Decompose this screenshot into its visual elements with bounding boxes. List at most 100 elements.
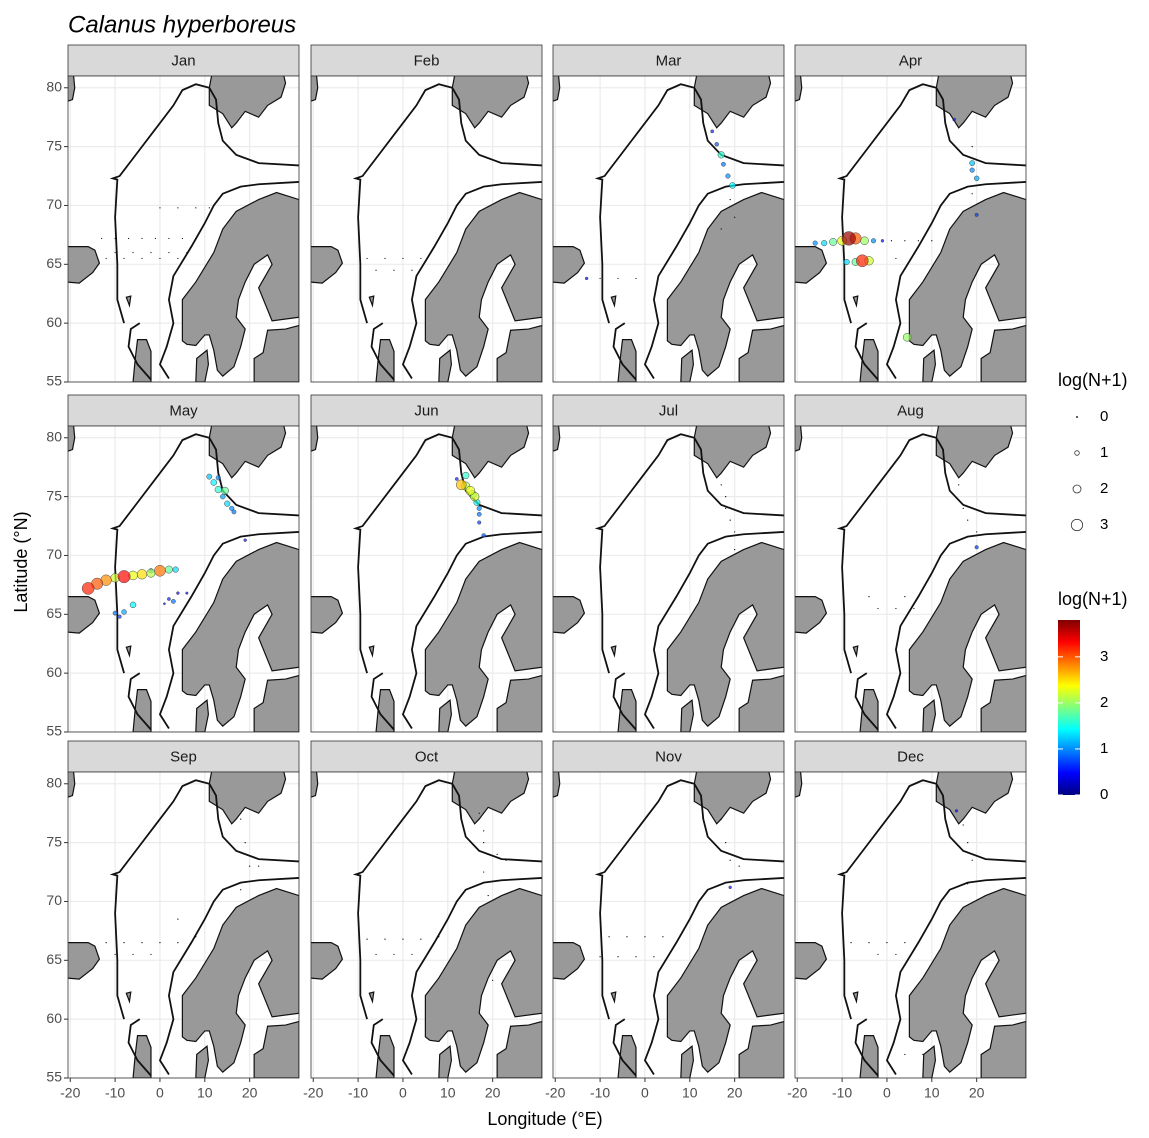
y-tick-label: 55 [46, 373, 62, 389]
depth-contour [594, 779, 784, 1020]
strip-label: Sep [170, 748, 197, 765]
sample-point [710, 129, 715, 134]
sample-point [734, 548, 736, 551]
sample-point [366, 938, 368, 940]
depth-contour [370, 322, 395, 381]
land [553, 772, 561, 798]
depth-contour [127, 322, 152, 381]
depth-contour [109, 779, 299, 1020]
land [451, 76, 530, 129]
depth-contour [127, 672, 152, 731]
sample-point [967, 883, 969, 885]
sample-point [886, 942, 888, 944]
sample-point [617, 277, 619, 280]
sample-point [973, 175, 980, 182]
strip [794, 44, 1027, 77]
panel-content [795, 772, 1026, 1078]
sample-point [954, 809, 959, 813]
sample-point [114, 251, 116, 254]
land [424, 541, 542, 727]
depth-contour [401, 181, 542, 379]
strip [310, 740, 543, 773]
sample-point [952, 117, 957, 122]
land [253, 324, 299, 382]
panel-content [795, 426, 1026, 732]
panel-border [310, 425, 543, 733]
land [922, 1045, 936, 1078]
land [181, 541, 299, 727]
sample-point [821, 240, 828, 247]
y-tick-label: 80 [46, 428, 62, 444]
color-bar-label: 1 [1100, 740, 1108, 757]
panel-border [67, 75, 300, 383]
land [424, 191, 542, 377]
sample-point [150, 953, 152, 956]
land [680, 349, 694, 382]
land [795, 246, 828, 284]
sample-point [167, 597, 171, 601]
depth-contour [643, 877, 784, 1075]
sample-point [971, 146, 973, 148]
sample-point [904, 596, 906, 598]
sample-point [177, 257, 179, 260]
x-tick-label: -10 [832, 1085, 852, 1101]
sample-point [154, 564, 166, 577]
sample-point [411, 953, 413, 956]
sample-point [734, 531, 736, 533]
x-tick-label: -20 [545, 1085, 565, 1101]
sample-point [402, 938, 404, 940]
sample-point [462, 471, 470, 480]
depth-contour [854, 1018, 879, 1077]
sample-point [492, 979, 494, 981]
x-tick-label: 20 [485, 1085, 501, 1101]
sample-point [366, 257, 368, 260]
sample-point [812, 240, 818, 246]
land [195, 1045, 209, 1078]
strip [794, 394, 1027, 427]
sample-point [123, 942, 125, 944]
sample-point [465, 485, 475, 496]
land [693, 772, 772, 825]
sample-point [644, 936, 646, 938]
land [852, 645, 859, 658]
strip-label: Mar [656, 52, 682, 69]
land [980, 1020, 1026, 1078]
panel-content [68, 426, 299, 732]
land [368, 991, 375, 1004]
sample-point [481, 533, 486, 538]
sample-point [176, 591, 180, 595]
strip [552, 740, 785, 773]
panel-border [794, 425, 1027, 733]
land [610, 295, 617, 308]
y-tick-label: 75 [46, 487, 62, 503]
land [451, 426, 530, 479]
size-legend-label: 0 [1100, 408, 1108, 425]
sample-point [411, 269, 413, 271]
land [68, 76, 76, 102]
sample-point [186, 251, 188, 254]
land [610, 645, 617, 658]
land [852, 991, 859, 1004]
y-tick-label: 65 [46, 255, 62, 271]
land [795, 426, 803, 452]
sample-point [483, 842, 485, 844]
sample-point [476, 511, 482, 517]
strip-label: Dec [897, 748, 924, 765]
panel-border [67, 771, 300, 1079]
land [438, 349, 452, 382]
x-tick-label: 0 [641, 1085, 649, 1101]
sample-point [721, 161, 726, 167]
land [68, 426, 76, 452]
land [680, 1045, 694, 1078]
sample-point [168, 237, 170, 240]
depth-contour [885, 877, 1026, 1075]
sample-point [974, 212, 979, 217]
sample-point [249, 865, 251, 867]
sample-point [487, 853, 489, 855]
land [610, 991, 617, 1004]
land [451, 772, 530, 825]
sample-point [195, 237, 197, 240]
sample-point [969, 160, 976, 166]
sample-point [725, 496, 727, 498]
